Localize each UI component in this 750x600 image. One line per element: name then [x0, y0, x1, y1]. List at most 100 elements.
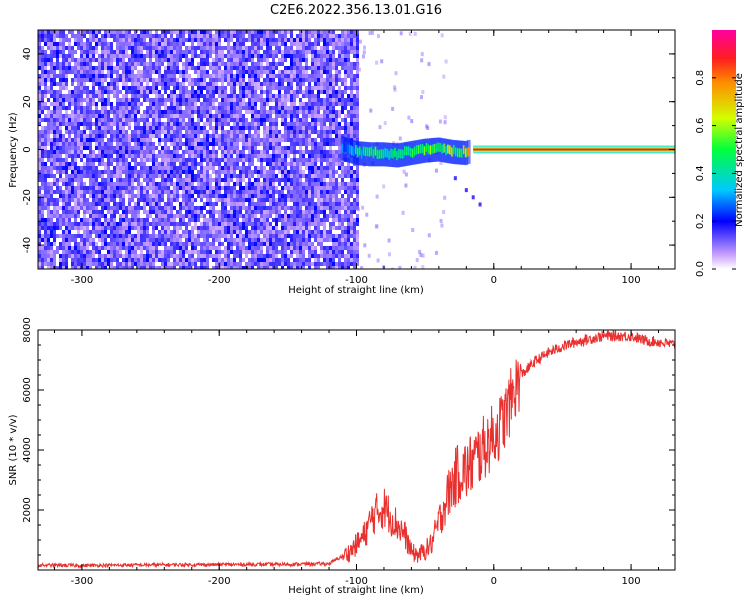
noise-cell — [170, 238, 173, 242]
noise-cell — [116, 118, 119, 122]
noise-cell — [263, 142, 266, 146]
noise-cell — [92, 258, 95, 262]
noise-cell — [59, 138, 62, 142]
noise-cell — [290, 82, 293, 86]
noise-cell — [50, 202, 53, 206]
noise-cell — [317, 134, 320, 138]
noise-cell — [173, 254, 176, 258]
noise-cell — [242, 50, 245, 54]
noise-cell — [209, 102, 212, 106]
noise-cell — [92, 110, 95, 114]
noise-cell — [221, 122, 224, 126]
noise-cell — [263, 134, 266, 138]
noise-cell — [125, 74, 128, 78]
noise-cell — [233, 206, 236, 210]
noise-cell — [101, 114, 104, 118]
noise-cell — [155, 62, 158, 66]
noise-cell — [314, 194, 317, 198]
noise-cell — [47, 186, 50, 190]
noise-cell — [140, 58, 143, 62]
noise-cell — [158, 122, 161, 126]
noise-cell — [131, 118, 134, 122]
noise-cell — [41, 50, 44, 54]
noise-cell — [212, 154, 215, 158]
noise-cell — [146, 254, 149, 258]
noise-cell — [281, 138, 284, 142]
noise-cell — [212, 34, 215, 38]
noise-cell — [311, 58, 314, 62]
noise-cell — [155, 118, 158, 122]
noise-cell — [95, 46, 98, 50]
noise-cell — [80, 62, 83, 66]
noise-cell — [176, 194, 179, 198]
noise-cell — [191, 162, 194, 166]
noise-cell — [182, 50, 185, 54]
noise-cell — [311, 54, 314, 58]
noise-cell — [230, 186, 233, 190]
noise-cell — [224, 138, 227, 142]
noise-cell — [305, 258, 308, 262]
noise-cell — [158, 218, 161, 222]
noise-cell — [158, 254, 161, 258]
noise-cell — [290, 246, 293, 250]
noise-cell — [143, 226, 146, 230]
noise-cell — [290, 74, 293, 78]
noise-cell — [185, 86, 188, 90]
noise-cell — [155, 90, 158, 94]
noise-cell — [47, 86, 50, 90]
noise-cell — [191, 190, 194, 194]
noise-cell — [239, 242, 242, 246]
noise-cell — [161, 170, 164, 174]
noise-cell — [278, 166, 281, 170]
noise-cell — [161, 226, 164, 230]
noise-cell — [176, 166, 179, 170]
noise-cell — [287, 50, 290, 54]
noise-cell — [74, 186, 77, 190]
noise-cell — [185, 110, 188, 114]
noise-cell — [119, 110, 122, 114]
noise-cell — [86, 54, 89, 58]
noise-cell — [311, 86, 314, 90]
noise-cell — [59, 110, 62, 114]
noise-cell — [119, 130, 122, 134]
noise-cell — [155, 250, 158, 254]
noise-cell — [125, 130, 128, 134]
noise-cell — [167, 206, 170, 210]
noise-cell — [95, 174, 98, 178]
noise-cell — [224, 62, 227, 66]
noise-cell — [317, 34, 320, 38]
noise-cell — [101, 222, 104, 226]
noise-cell — [140, 50, 143, 54]
noise-cell — [119, 226, 122, 230]
noise-cell — [38, 46, 41, 50]
noise-cell — [293, 42, 296, 46]
noise-cell — [257, 66, 260, 70]
noise-cell — [155, 110, 158, 114]
noise-cell — [95, 50, 98, 54]
noise-cell — [161, 166, 164, 170]
noise-cell — [311, 114, 314, 118]
noise-cell — [260, 230, 263, 234]
noise-cell — [317, 98, 320, 102]
noise-cell — [92, 238, 95, 242]
noise-cell — [158, 126, 161, 130]
noise-cell — [293, 110, 296, 114]
noise-cell — [170, 210, 173, 214]
noise-cell — [170, 170, 173, 174]
noise-cell — [239, 122, 242, 126]
noise-cell — [308, 98, 311, 102]
noise-cell — [302, 218, 305, 222]
noise-cell — [218, 110, 221, 114]
noise-cell — [83, 118, 86, 122]
noise-cell — [224, 246, 227, 250]
noise-cell — [143, 118, 146, 122]
noise-cell — [71, 158, 74, 162]
noise-cell — [200, 246, 203, 250]
noise-cell — [116, 254, 119, 258]
noise-cell — [293, 182, 296, 186]
noise-cell — [56, 62, 59, 66]
noise-cell — [167, 222, 170, 226]
noise-cell — [284, 66, 287, 70]
noise-cell — [215, 202, 218, 206]
